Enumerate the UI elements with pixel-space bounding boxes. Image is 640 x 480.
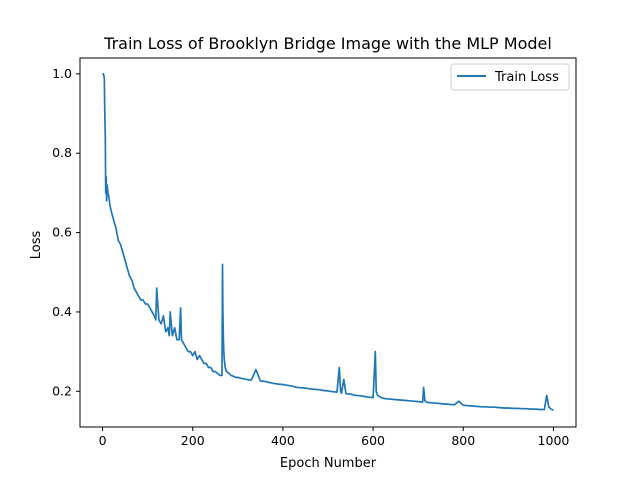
series-line-0: [102, 73, 554, 412]
x-tick-label: 200: [181, 433, 205, 448]
x-tick-label: 800: [451, 433, 475, 448]
y-tick-label: 1.0: [52, 66, 72, 81]
y-tick-label: 0.4: [52, 304, 72, 319]
x-axis-ticks: 0 200 400 600 800 1000: [99, 427, 570, 448]
legend-box: [450, 63, 570, 91]
chart-title: Train Loss of Brooklyn Bridge Image with…: [103, 34, 552, 53]
x-tick-label: 1000: [538, 433, 570, 448]
y-tick-label: 0.2: [52, 383, 72, 398]
y-axis-ticks: 0.2 0.4 0.6 0.8 1.0: [52, 66, 80, 398]
x-tick-label: 400: [271, 433, 295, 448]
legend-label: Train Loss: [494, 70, 559, 85]
x-tick-label: 0: [99, 433, 107, 448]
plot-area: [79, 57, 577, 428]
x-axis-label: Epoch Number: [280, 456, 377, 471]
legend: Train Loss: [450, 63, 570, 91]
x-tick-label: 600: [361, 433, 385, 448]
y-tick-label: 0.8: [52, 145, 72, 160]
axes-frame: [79, 57, 577, 428]
y-axis-label: Loss: [29, 231, 44, 260]
y-tick-label: 0.6: [52, 225, 72, 240]
